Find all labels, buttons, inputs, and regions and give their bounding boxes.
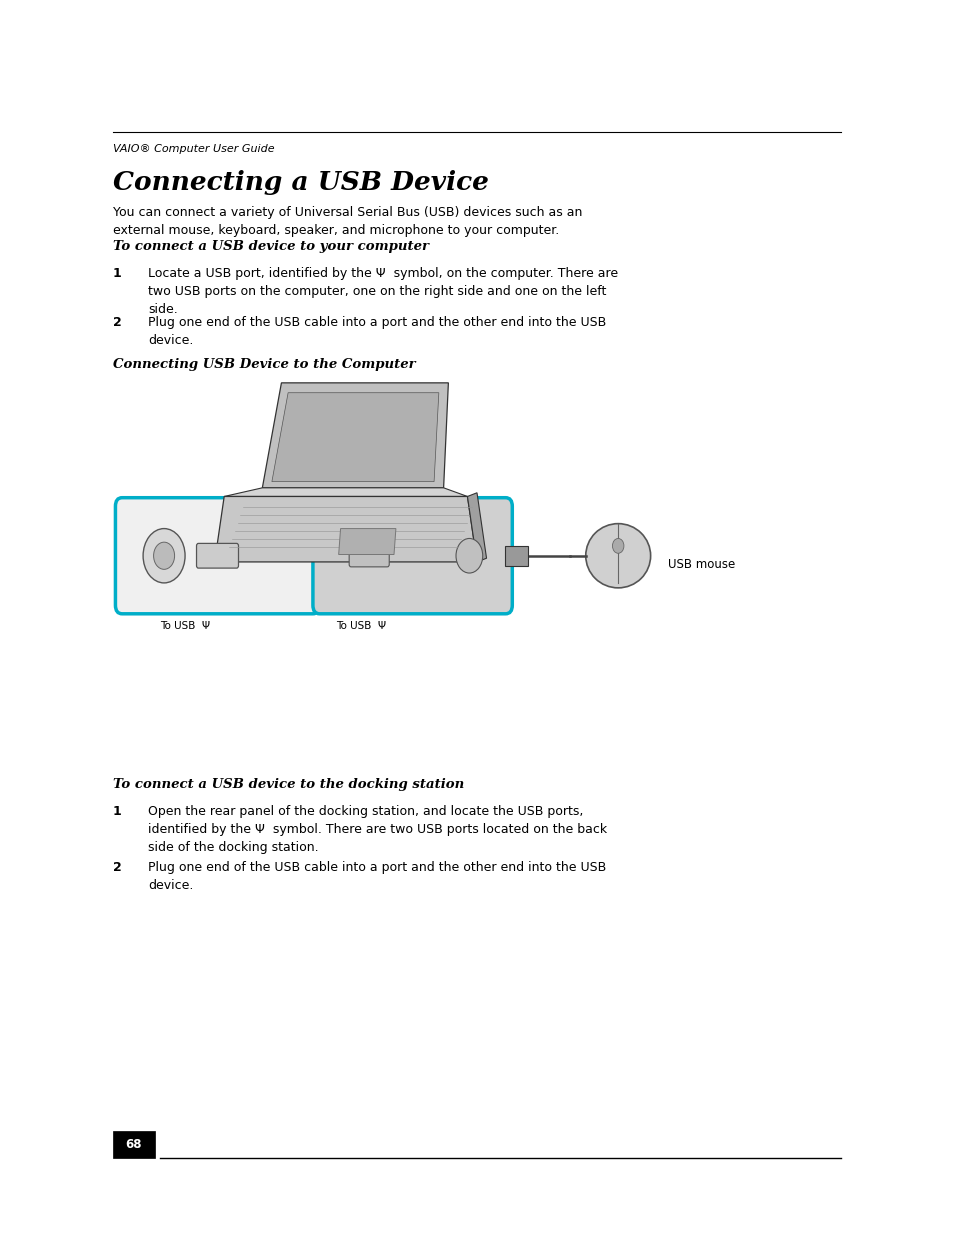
FancyBboxPatch shape [196,543,238,568]
Polygon shape [467,493,486,562]
FancyBboxPatch shape [313,498,512,614]
Text: VAIO® Computer User Guide: VAIO® Computer User Guide [112,144,274,154]
Text: Plug one end of the USB cable into a port and the other end into the USB
device.: Plug one end of the USB cable into a por… [148,316,605,347]
Text: To connect a USB device to the docking station: To connect a USB device to the docking s… [112,778,463,792]
Text: To connect a USB device to your computer: To connect a USB device to your computer [112,240,428,253]
Ellipse shape [585,524,650,588]
Circle shape [143,529,185,583]
Text: To USB  Ψ: To USB Ψ [335,621,386,631]
FancyBboxPatch shape [504,546,527,566]
Text: Connecting USB Device to the Computer: Connecting USB Device to the Computer [112,358,415,372]
FancyBboxPatch shape [349,545,389,567]
FancyBboxPatch shape [112,1131,154,1158]
Text: 2: 2 [112,861,121,874]
Text: You can connect a variety of Universal Serial Bus (USB) devices such as an
exter: You can connect a variety of Universal S… [112,206,581,237]
Polygon shape [214,496,477,562]
Text: 68: 68 [125,1139,142,1151]
Polygon shape [272,393,438,482]
Circle shape [456,538,482,573]
Circle shape [153,542,174,569]
Text: Plug one end of the USB cable into a port and the other end into the USB
device.: Plug one end of the USB cable into a por… [148,861,605,892]
Text: 1: 1 [112,805,121,819]
Text: Open the rear panel of the docking station, and locate the USB ports,
identified: Open the rear panel of the docking stati… [148,805,606,855]
Polygon shape [262,383,448,488]
FancyBboxPatch shape [115,498,319,614]
Text: USB mouse: USB mouse [667,558,734,572]
Text: To USB  Ψ: To USB Ψ [160,621,211,631]
Text: 2: 2 [112,316,121,330]
Circle shape [612,538,623,553]
Text: Locate a USB port, identified by the Ψ  symbol, on the computer. There are
two U: Locate a USB port, identified by the Ψ s… [148,267,618,316]
Polygon shape [338,529,395,555]
Polygon shape [224,488,467,496]
Text: Connecting a USB Device: Connecting a USB Device [112,170,488,195]
Text: 1: 1 [112,267,121,280]
